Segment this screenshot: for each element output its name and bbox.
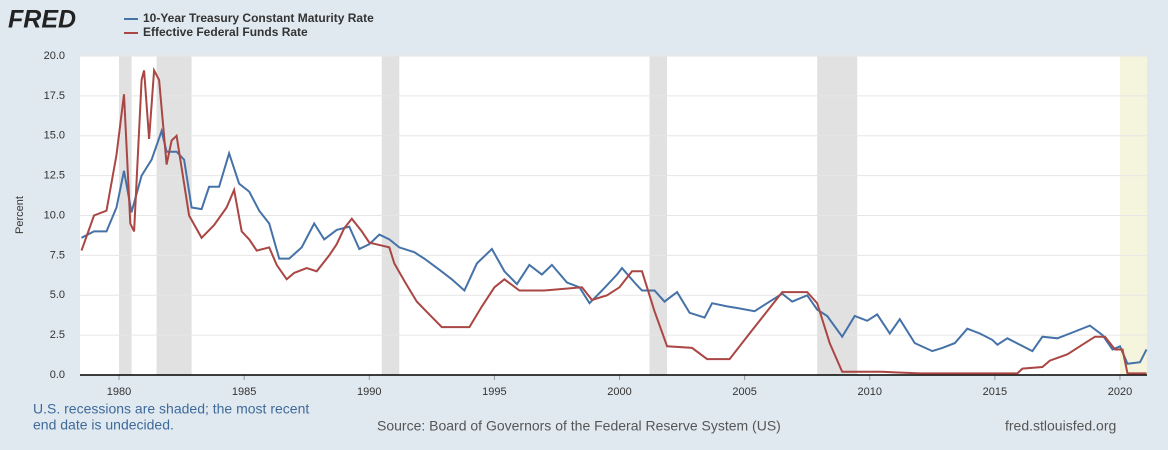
y-tick-label: 15.0 [44, 130, 65, 142]
x-tick-label: 2020 [1108, 386, 1132, 398]
y-tick-label: 10.0 [44, 209, 65, 221]
x-tick-label: 2005 [732, 386, 756, 398]
x-tick-label: 2015 [983, 386, 1007, 398]
source: Source: Board of Governors of the Federa… [377, 418, 781, 434]
x-tick-label: 1985 [232, 386, 256, 398]
y-axis-label: Percent [14, 196, 26, 234]
y-tick-label: 0.0 [50, 369, 65, 381]
y-tick-label: 2.5 [50, 329, 65, 341]
note: end date is undecided. [33, 417, 174, 433]
x-tick-label: 1990 [357, 386, 381, 398]
series-line [80, 66, 1147, 375]
note: U.S. recessions are shaded; the most rec… [33, 401, 309, 417]
legend-label: Effective Federal Funds Rate [143, 25, 308, 39]
series-line [81, 127, 1148, 365]
y-tick-label: 20.0 [44, 50, 65, 62]
site: fred.stlouisfed.org [1005, 418, 1116, 434]
x-tick-label: 2010 [857, 386, 881, 398]
y-tick-label: 12.5 [44, 170, 65, 182]
y-tick-label: 7.5 [50, 249, 65, 261]
y-tick-label: 17.5 [44, 90, 65, 102]
x-tick-label: 1995 [482, 386, 506, 398]
logo: FRED [8, 6, 76, 34]
y-tick-label: 5.0 [50, 289, 65, 301]
x-tick-label: 2000 [607, 386, 631, 398]
x-tick-label: 1980 [107, 386, 131, 398]
legend-label: 10-Year Treasury Constant Maturity Rate [143, 11, 374, 25]
